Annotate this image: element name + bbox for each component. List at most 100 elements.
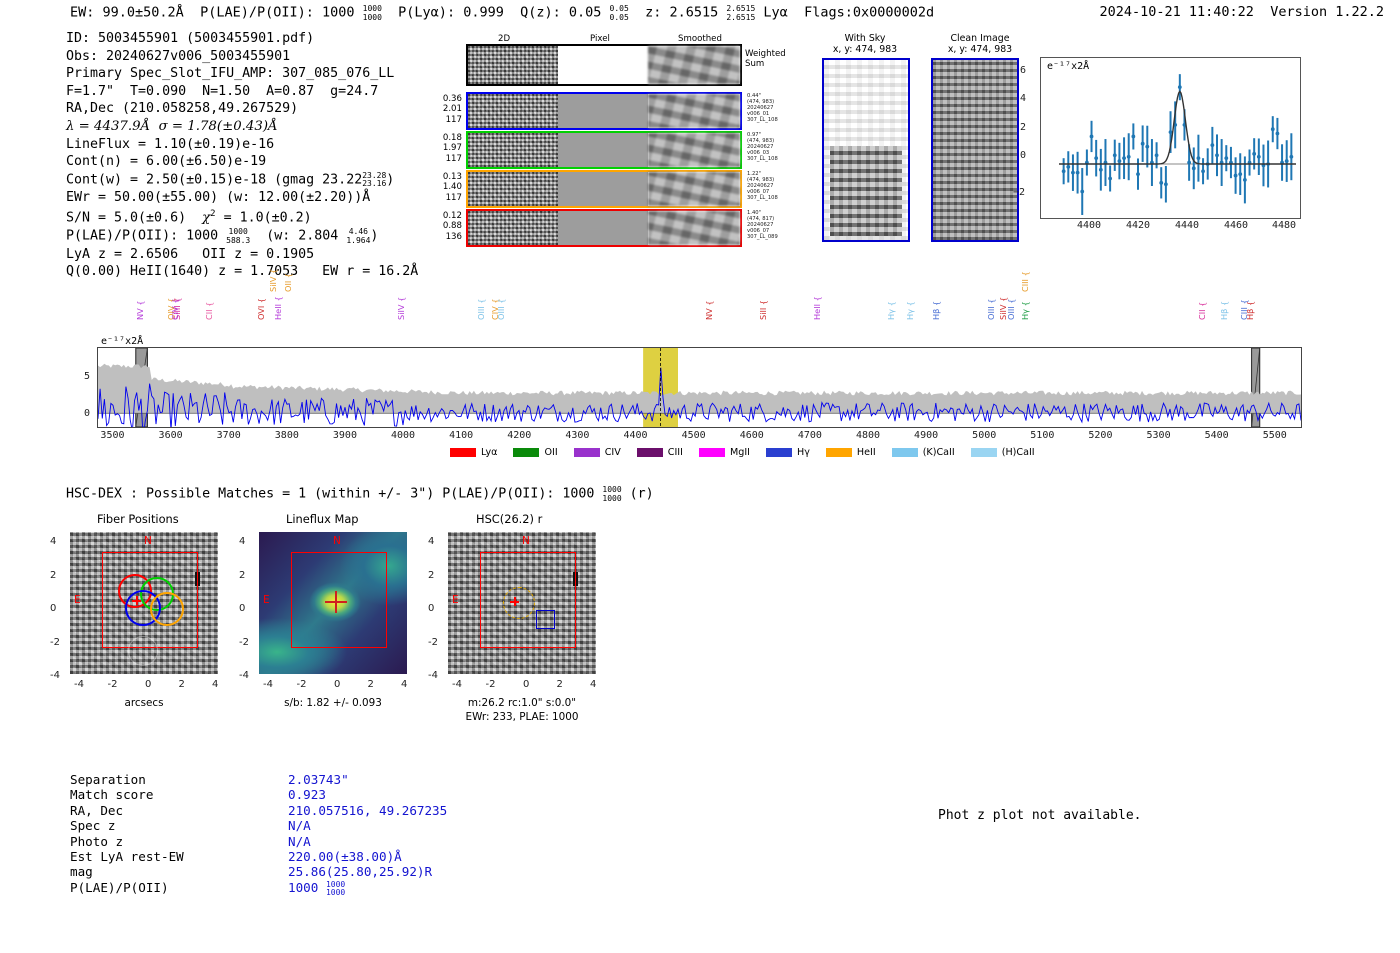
- panel-ytick: 4: [239, 536, 246, 547]
- line-marker-civ: CIV {: [170, 298, 181, 320]
- spectrum-xtick: 3900: [332, 430, 357, 441]
- line-marker-siiv: SiIV {: [268, 268, 279, 292]
- match-key-spec-z: Spec z: [70, 818, 116, 834]
- info-lineflux: LineFlux = 1.10(±0.19)e-16: [66, 136, 275, 152]
- match-value-photo-z: N/A: [288, 833, 311, 849]
- info-obs: Obs: 20240627v006_5003455901: [66, 48, 291, 64]
- line-marker-oiii: OIII {: [1006, 298, 1017, 320]
- legend-label-hcaii: (H)CaII: [1001, 447, 1035, 458]
- hsc-aperture-circle: [503, 587, 535, 619]
- info-cont-w: Cont(w) = 2.50(±0.15)e-18 (gmag 23.2223.…: [66, 170, 395, 189]
- fiber-circle-faint: [128, 636, 158, 666]
- header-plya: P(Lyα): 0.999: [398, 4, 504, 21]
- fiber-meta-3: 1.22" (474, 983) 20240627 v006_07 307_LL_108: [747, 171, 778, 202]
- legend-label-mgii: MgII: [729, 447, 750, 458]
- header-plae-fraction: 1000 1000: [362, 4, 382, 22]
- panel-xtick: 2: [367, 679, 374, 690]
- info-seeing: F=1.7" T=0.090 N=1.50 A=0.87 g=24.7: [66, 83, 379, 99]
- fiber-weights-1: 0.36 2.01 117: [442, 94, 462, 125]
- photz-message: Phot z plot not available.: [938, 808, 1142, 823]
- compass-north-fiber: N: [144, 535, 152, 547]
- line-marker-cii: CII {: [204, 301, 215, 320]
- panel-xtick: 2: [178, 679, 185, 690]
- spectrum-xtick: 4500: [681, 430, 706, 441]
- info-radec: RA,Dec (210.058258,49.267529): [66, 101, 299, 117]
- info-redshifts: LyA z = 2.6506 OII z = 0.1905: [66, 246, 315, 262]
- panel-xtick: 0: [145, 679, 152, 690]
- header-ew: EW: 99.0±50.2Å: [70, 4, 184, 21]
- panel-xtick: 0: [334, 679, 341, 690]
- legend-swatch-lyα: [450, 448, 476, 457]
- fiber-meta-4: 1.40" (474, 817) 20240627 v006_07 307_LL_089: [747, 210, 778, 241]
- match-key-p-lae-p-oii-: P(LAE)/P(OII): [70, 879, 169, 895]
- info-sn-chi2: S/N = 5.0(±0.6) χ2 = 1.0(±0.2): [66, 209, 312, 226]
- withsky-title: With Sky x, y: 474, 983: [832, 33, 898, 55]
- match-value-ra-dec: 210.057516, 49.267235: [288, 802, 448, 818]
- panel-title-fiber-positions: Fiber Positions: [97, 512, 179, 526]
- compass-east-lineflux: E: [263, 594, 270, 606]
- spectrum-xtick: 3600: [158, 430, 183, 441]
- match-value-mag: 25.86(25.80,25.92)R: [288, 864, 433, 880]
- panel-ytick: 0: [239, 603, 246, 614]
- spectrum-legend: Lyα OII CIV CIII MgII Hγ HeII (K)CaII (H)CaII: [450, 447, 1051, 459]
- info-ewr: EWr = 50.00(±55.00) (w: 12.00(±2.20))Å: [66, 189, 371, 205]
- panel-ytick: -4: [50, 670, 60, 681]
- legend-label-kcaii: (K)CaII: [922, 447, 955, 458]
- header-flags: Flags:0x0000002d: [804, 4, 935, 21]
- cleanimage-cutout: [931, 58, 1019, 242]
- panel-xtick: 4: [212, 679, 219, 690]
- hsc-r-image[interactable]: N E: [448, 532, 596, 674]
- hscdex-header: HSC-DEX : Possible Matches = 1 (within +…: [66, 485, 654, 503]
- twod-row-fiber-2: [466, 131, 742, 169]
- line-marker-nv: NV {: [703, 300, 714, 320]
- spectrum-xtick: 4300: [565, 430, 590, 441]
- fiber-meta-1: 0.44" (474, 983) 20240627 v006_01 307_LL_108: [747, 93, 778, 124]
- spectrum-xtick: 4200: [507, 430, 532, 441]
- compass-east-hsc: E: [452, 594, 459, 606]
- legend-label-heii: HeII: [856, 447, 876, 458]
- lineflux-fov-box: [291, 552, 387, 648]
- spectrum-xtick: 4000: [391, 430, 416, 441]
- panel-xtick: -4: [452, 679, 462, 690]
- match-key-match-score: Match score: [70, 787, 154, 803]
- match-key-separation: Separation: [70, 772, 146, 787]
- spectrum-xtick: 4100: [449, 430, 474, 441]
- weighted-sum-label: Weighted Sum: [745, 49, 786, 70]
- header-qz-fraction: 0.05 0.05: [609, 4, 629, 22]
- spectrum-xtick: 4800: [855, 430, 881, 441]
- hsc-fov-box: [480, 552, 576, 648]
- info-lambda-sigma: λ = 4437.9Å σ = 1.78(±0.43)Å: [66, 118, 278, 134]
- spectrum-xtick: 4600: [739, 430, 764, 441]
- panel-xtick: -2: [296, 679, 307, 690]
- line-marker-hβ: Hβ {: [1245, 300, 1256, 320]
- header-qz: Q(z): 0.05: [520, 4, 602, 21]
- line-marker-siiv: SiIV {: [396, 296, 407, 320]
- header-line-name: Lyα: [763, 4, 788, 21]
- line-marker-heii: HeII {: [272, 296, 283, 320]
- panel-xtick: 4: [401, 679, 408, 690]
- info-cont-n: Cont(n) = 6.00(±6.50)e-19: [66, 154, 267, 170]
- match-value-spec-z: N/A: [288, 818, 311, 834]
- line-marker-cii: CII {: [1197, 301, 1207, 320]
- fiber-circle-orange: [150, 592, 184, 626]
- report-header: EW: 99.0±50.2Å P(LAE)/P(OII): 1000 1000 1…: [70, 4, 934, 21]
- header-z-fraction: 2.6515 2.6515: [726, 4, 756, 22]
- full-spectrum-units: e⁻¹⁷x2Å: [101, 336, 144, 347]
- header-plae-label: P(LAE)/P(OII): 1000: [200, 4, 355, 21]
- match-key-photo-z: Photo z: [70, 833, 124, 849]
- panel-xtick: -4: [263, 679, 273, 690]
- panel-ytick: 0: [428, 603, 435, 614]
- spectrum-xtick: 3500: [100, 430, 125, 441]
- fiber-positions-image[interactable]: N E: [70, 532, 218, 674]
- legend-swatch-hcaii: [970, 448, 997, 457]
- panel-xtick: 2: [556, 679, 563, 690]
- full-spectrum-plot: e⁻¹⁷x2Å: [97, 336, 1302, 428]
- match-key-ra-dec: RA, Dec: [70, 802, 124, 818]
- line-marker-hβ: Hβ {: [1219, 300, 1230, 320]
- lineflux-map-image[interactable]: N E: [259, 532, 407, 674]
- panel-ytick: 2: [50, 569, 57, 581]
- compass-north-lineflux: N: [333, 535, 341, 547]
- twod-row-fiber-3: [466, 170, 742, 208]
- detection-info-block: ID: 5003455901 (5003455901.pdf) Obs: 202…: [66, 30, 418, 281]
- full-spectrum-canvas: [98, 348, 1301, 427]
